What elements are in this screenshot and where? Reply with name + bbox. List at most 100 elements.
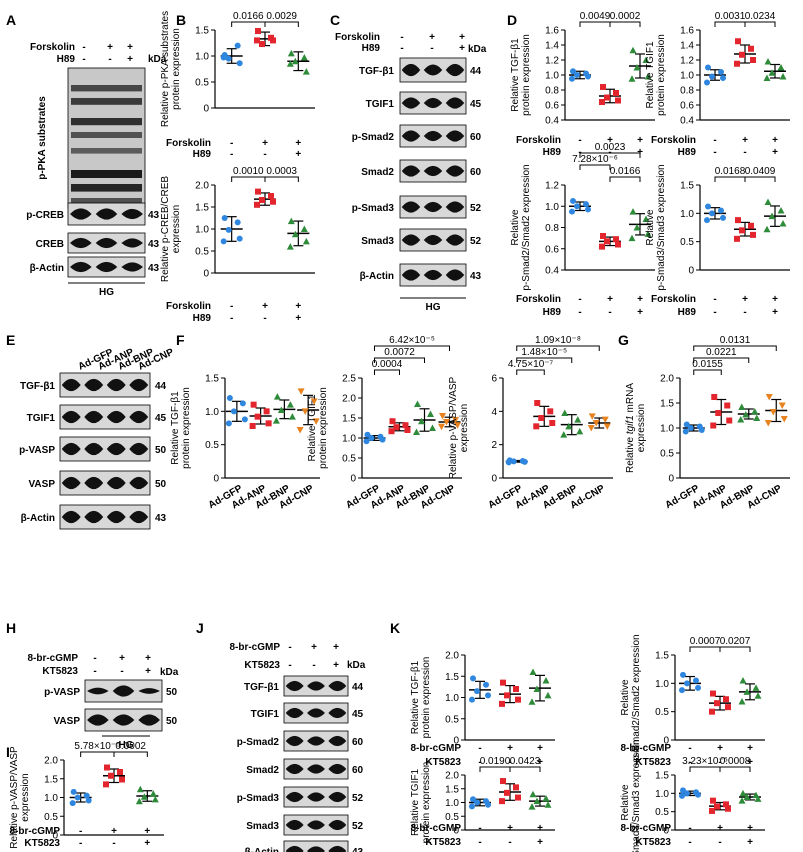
- treatment-sign: -: [508, 837, 511, 848]
- data-point: [628, 75, 636, 82]
- data-point: [680, 671, 686, 678]
- treatment-sign: +: [537, 757, 543, 768]
- y-tick-label: 0.4: [680, 116, 694, 127]
- data-point: [74, 794, 81, 801]
- group-1: [599, 233, 621, 250]
- data-point: [364, 431, 371, 438]
- data-point: [427, 410, 434, 417]
- treatment-sign: -: [713, 147, 716, 158]
- treatment-sign-C-0-2: +: [459, 32, 465, 43]
- treatment-sign: -: [688, 837, 691, 848]
- data-point: [710, 797, 716, 804]
- data-point: [226, 395, 233, 401]
- p-value-label: 0.0010: [233, 166, 264, 177]
- data-point: [254, 413, 261, 420]
- data-point: [642, 215, 650, 222]
- treatment-sign-H-1-1: -: [120, 666, 123, 677]
- data-point: [764, 58, 772, 65]
- p-value-label: 0.0207: [720, 636, 751, 647]
- y-axis-label: Relative TGF-β1: [410, 660, 421, 734]
- data-point: [287, 49, 295, 57]
- blot-kda-J-4: 52: [352, 793, 364, 804]
- bracket-line: [719, 766, 751, 772]
- y-axis-label: Relative tgif1 mRNA: [625, 383, 636, 473]
- data-point: [698, 427, 705, 433]
- data-point: [234, 42, 241, 49]
- data-point: [613, 90, 619, 96]
- blot-kda-J-0: 44: [352, 682, 364, 693]
- blot-row-H-1: [84, 708, 163, 732]
- p-value-label: 0.0002: [115, 741, 146, 752]
- blot-kda-H-0: 50: [166, 687, 178, 698]
- treatment-label: H89: [193, 149, 212, 160]
- bracket-line: [374, 357, 425, 363]
- panel-letter-D: D: [507, 12, 517, 28]
- blot-band-3: [71, 132, 142, 138]
- group-2: [738, 789, 762, 804]
- blot-row-label-E-3: VASP: [29, 479, 56, 490]
- treatment-sign: +: [747, 743, 753, 754]
- blot-kda-C-2: 60: [470, 132, 482, 143]
- data-point: [739, 789, 747, 797]
- data-point: [779, 73, 787, 80]
- group-2: [628, 208, 652, 242]
- group-1: [254, 28, 276, 48]
- data-point: [504, 692, 510, 699]
- treatment-sign-C-1-1: -: [430, 43, 433, 54]
- data-point: [291, 230, 299, 238]
- treatment-sign: +: [772, 307, 778, 318]
- treatment-sign: +: [742, 135, 748, 146]
- p-value-label: 0.0008: [720, 756, 751, 767]
- data-point: [388, 428, 395, 435]
- data-point: [751, 408, 759, 415]
- y-axis-label: expression: [20, 773, 31, 821]
- data-point: [504, 789, 510, 796]
- data-point: [236, 235, 243, 242]
- group-0: [679, 787, 701, 799]
- treatment-sign: -: [478, 743, 481, 754]
- data-point: [742, 411, 750, 418]
- y-tick-label: 1.0: [195, 52, 209, 63]
- data-point: [485, 801, 491, 808]
- data-point: [230, 408, 237, 415]
- data-point: [270, 37, 276, 44]
- treatment-sign-C-0-1: +: [429, 32, 435, 43]
- bracket-line: [264, 21, 299, 27]
- treatment-sign-J-1-1: -: [312, 660, 315, 671]
- y-tick-label: 4: [491, 407, 497, 418]
- treatment-sign-A-1-0: -: [82, 54, 85, 65]
- y-tick-label: 2.5: [342, 374, 356, 385]
- data-point: [615, 97, 621, 104]
- data-point: [720, 75, 726, 81]
- blot-kda-C-5: 52: [470, 236, 482, 247]
- treatment-sign: +: [772, 147, 778, 158]
- p-value-label: 0.0234: [745, 11, 776, 22]
- significance-bracket: 0.0010: [231, 166, 266, 182]
- treatment-sign-H-1-2: +: [145, 666, 151, 677]
- y-axis-label: expression: [636, 404, 647, 452]
- group-1: [709, 690, 731, 715]
- data-point: [601, 416, 609, 424]
- treatment-sign: +: [262, 301, 268, 312]
- group-1: [499, 679, 521, 707]
- blot-row-C-2: [399, 124, 467, 148]
- y-axis-label: protein expression: [181, 387, 192, 469]
- y-tick-label: 0.5: [680, 237, 694, 248]
- blot-kda-J-6: 43: [352, 847, 364, 852]
- y-tick-label: 2.0: [342, 394, 356, 405]
- data-point: [454, 422, 461, 429]
- data-point: [569, 75, 575, 82]
- treatment-sign: +: [295, 313, 301, 324]
- treatment-sign: +: [772, 135, 778, 146]
- blot-row-label-J-6: β-Actin: [245, 847, 279, 852]
- data-point: [521, 458, 528, 465]
- data-point: [470, 675, 476, 682]
- treatment-sign: -: [230, 138, 233, 149]
- data-point: [140, 793, 148, 800]
- y-axis-label: Relative p-VASP/VASP: [448, 376, 459, 479]
- y-tick-label: 0: [491, 474, 497, 485]
- data-point: [574, 416, 582, 423]
- data-point: [592, 420, 600, 427]
- blot-row-label-E-2: p-VASP: [19, 445, 55, 456]
- treatment-sign: -: [718, 837, 721, 848]
